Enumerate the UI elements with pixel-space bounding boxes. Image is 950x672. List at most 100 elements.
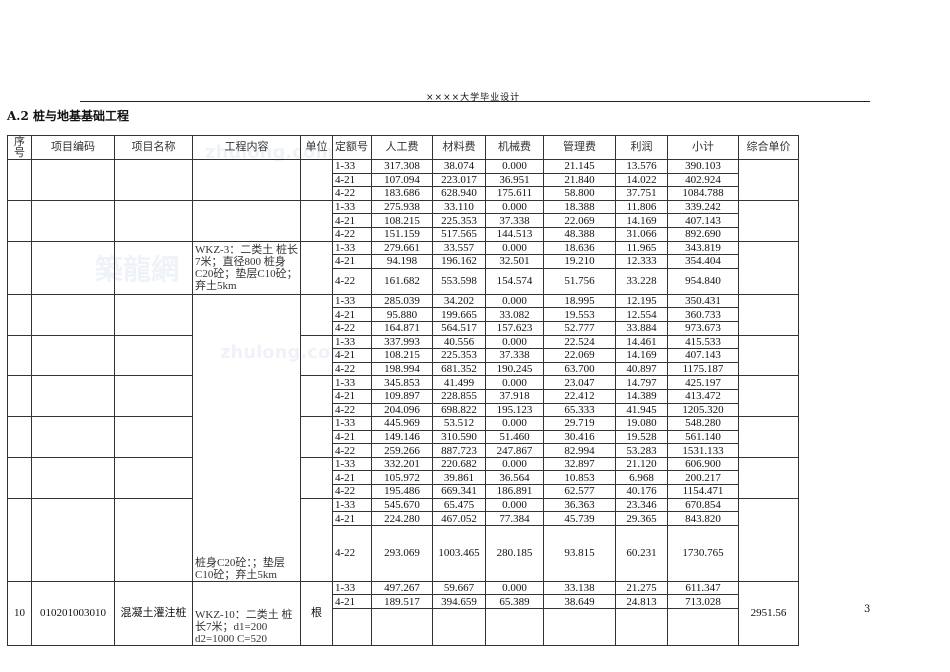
unit-price: 2951.56 (738, 580, 799, 647)
cost-value: 39.861 (432, 470, 486, 486)
item-name (114, 416, 193, 458)
cost-value: 21.275 (615, 580, 668, 596)
cost-value: 0.000 (485, 199, 544, 215)
quota-number: 4-21 (332, 594, 372, 610)
unit (300, 416, 333, 458)
table-row: 10 010201003010 混凝土灌注桩 WKZ-10：二类土 桩长7米；d1=2… (7, 580, 799, 647)
cost-value: 0.000 (485, 334, 544, 350)
cost-value: 360.733 (667, 307, 739, 322)
unit-price (738, 375, 799, 418)
cost-value: 195.123 (485, 402, 544, 418)
cost-value: 407.143 (667, 348, 739, 363)
cost-value: 223.017 (432, 172, 486, 188)
cost-value: 108.215 (371, 348, 433, 363)
cost-value: 34.202 (432, 293, 486, 309)
cost-value: 196.162 (432, 254, 486, 269)
cost-value: 38.074 (432, 159, 486, 174)
cost-value: 93.815 (543, 524, 616, 582)
column-header: 序号 (7, 135, 32, 160)
unit-price (738, 416, 799, 458)
unit (300, 199, 333, 242)
item-code (31, 456, 115, 499)
cost-value: 259.266 (371, 443, 433, 458)
cost-value: 51.756 (543, 267, 616, 295)
cost-value: 21.840 (543, 172, 616, 188)
cost-value: 37.918 (485, 388, 544, 404)
cost-value: 30.416 (543, 429, 616, 445)
column-header: 人工费 (371, 135, 433, 160)
cost-value: 37.751 (615, 186, 668, 201)
cost-value: 11.806 (615, 199, 668, 215)
table-row: 4-22 198.994 681.352 190.245 63.700 40.897 117… (8, 361, 799, 377)
quota-number: 4-21 (332, 172, 372, 188)
cost-value: 51.460 (485, 429, 544, 445)
cost-value: 220.682 (432, 456, 486, 472)
item-code (31, 497, 115, 582)
cost-value: 21.145 (543, 159, 616, 174)
cost-value: 606.900 (667, 456, 739, 472)
column-header: 综合单价 (738, 135, 799, 160)
cost-value: 22.412 (543, 388, 616, 404)
unit-price (738, 456, 799, 499)
cost-value: 18.388 (543, 199, 616, 215)
column-header: 工程内容 (192, 135, 301, 160)
table-row: 4-21 107.094 223.017 36.951 21.840 14.022 402.… (8, 172, 799, 188)
column-header: 材料费 (432, 135, 486, 160)
page-header: ××××大学毕业设计 (426, 93, 521, 103)
quota-number: 4-22 (332, 484, 372, 499)
cost-value: 561.140 (667, 429, 739, 445)
unit-price (738, 497, 799, 582)
item-code (31, 334, 115, 377)
unit (300, 497, 333, 582)
unit (300, 293, 333, 336)
cost-value: 107.094 (371, 172, 433, 188)
unit-price (738, 240, 799, 295)
cost-value (485, 608, 544, 647)
cost-value: 199.665 (432, 307, 486, 322)
cost-value: 31.066 (615, 226, 668, 242)
cost-value: 36.951 (485, 172, 544, 188)
cost-value: 11.965 (615, 240, 668, 256)
cost-value: 343.819 (667, 240, 739, 256)
cost-value: 279.661 (371, 240, 433, 256)
cost-value: 350.431 (667, 293, 739, 309)
table-row: WKZ-3：二类土 桩长7米；直径800 桩身C20砼；垫层C10砼；弃土5km… (7, 240, 799, 295)
cost-value: 337.993 (371, 334, 433, 350)
table-row: 4-21 108.215 225.353 37.338 22.069 14.169 407.… (8, 213, 799, 228)
item-number (7, 334, 32, 377)
cost-value: 53.512 (432, 416, 486, 431)
cost-value: 33.557 (432, 240, 486, 256)
cost-value: 1205.320 (667, 402, 739, 418)
unit-price (738, 293, 799, 336)
cost-value: 59.667 (432, 580, 486, 596)
item-code (31, 416, 115, 458)
unit-price (738, 159, 799, 201)
quota-number: 4-21 (332, 470, 372, 486)
cost-value: 394.659 (432, 594, 486, 610)
quota-number: 4-22 (332, 226, 372, 242)
cost-value: 22.069 (543, 213, 616, 228)
table-row (8, 608, 799, 647)
cost-value: 1003.465 (432, 524, 486, 582)
table-row: 1-33 332.201 220.682 0.000 32.897 21.120 606.9… (7, 456, 799, 499)
cost-value: 12.195 (615, 293, 668, 309)
unit (300, 375, 333, 418)
cost-value (371, 608, 433, 647)
item-code (31, 199, 115, 242)
item-name (114, 497, 193, 582)
quota-number (332, 608, 372, 647)
table-row: 4-21 108.215 225.353 37.338 22.069 14.169 407.… (8, 348, 799, 363)
cost-value: 190.245 (485, 361, 544, 377)
cost-value: 628.940 (432, 186, 486, 201)
cost-value: 29.719 (543, 416, 616, 431)
table-row: 1-33 337.993 40.556 0.000 22.524 14.461 415.53… (7, 334, 799, 377)
item-code (31, 240, 115, 295)
quota-number: 4-22 (332, 320, 372, 336)
table-row: 1-33 275.938 33.110 0.000 18.388 11.806 339.24… (7, 199, 799, 242)
cost-value: 698.822 (432, 402, 486, 418)
cost-value: 19.528 (615, 429, 668, 445)
quota-number: 4-22 (332, 402, 372, 418)
column-header: 项目名称 (114, 135, 193, 160)
cost-value: 1154.471 (667, 484, 739, 499)
item-number (7, 240, 32, 295)
